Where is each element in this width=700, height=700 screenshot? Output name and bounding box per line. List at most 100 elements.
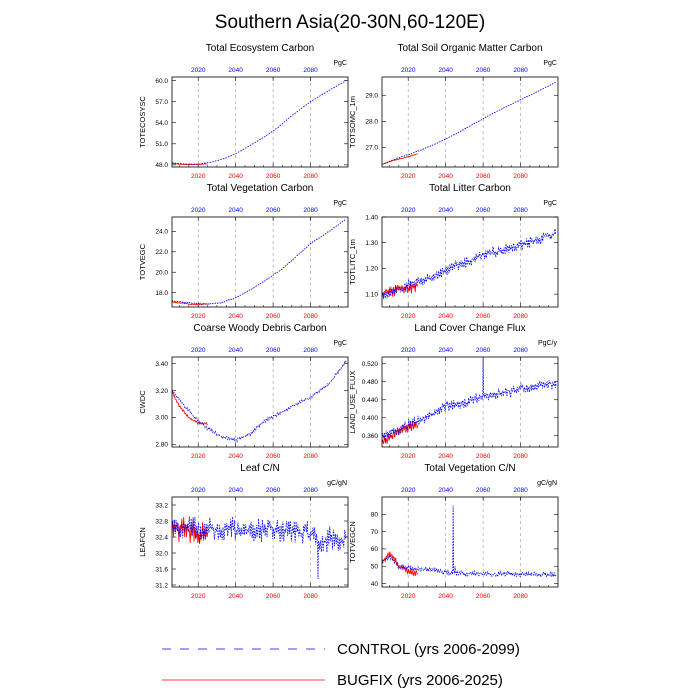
- y-tick-label: 3.00: [155, 415, 168, 422]
- panel-unit: PgC: [333, 200, 347, 207]
- y-tick-label: 31.2: [155, 582, 168, 589]
- x-tick-label-bottom: 2060: [476, 313, 491, 320]
- y-tick-label: 2.80: [155, 442, 168, 449]
- x-tick-label-top: 2040: [438, 67, 453, 74]
- x-tick-label-bottom: 2040: [228, 313, 243, 320]
- panel-unit: PgC/y: [538, 340, 558, 347]
- panel-ylabel: TOTLITC_1m: [348, 239, 357, 285]
- figure-title: Southern Asia(20-30N,60-120E): [215, 12, 485, 33]
- x-tick-label-top: 2040: [228, 487, 243, 494]
- y-tick-label: 24.0: [155, 229, 168, 236]
- x-tick-label-bottom: 2080: [513, 593, 528, 600]
- x-tick-label-bottom: 2020: [191, 173, 206, 180]
- x-tick-label-top: 2020: [191, 207, 206, 214]
- x-tick-label-bottom: 2020: [401, 453, 416, 460]
- panel-5: Coarse Woody Debris Carbon PgC CWDC 2020 202…: [138, 323, 349, 460]
- x-tick-label-top: 2020: [401, 207, 416, 214]
- panel-unit: PgC: [333, 60, 347, 67]
- x-tick-label-bottom: 2060: [476, 173, 491, 180]
- x-tick-label-bottom: 2080: [513, 313, 528, 320]
- x-tick-label-bottom: 2040: [438, 593, 453, 600]
- panel-unit: PgC: [333, 340, 347, 347]
- y-tick-label: 60.0: [155, 78, 168, 85]
- panels: Total Ecosystem Carbon PgC TOTECOSYSC 2020 2…: [138, 43, 559, 600]
- panel-ylabel: TOTVEGCN: [348, 521, 357, 563]
- control-series-line: [382, 505, 557, 579]
- y-tick-label: 40: [371, 581, 379, 588]
- x-tick-label-top: 2060: [266, 347, 281, 354]
- x-tick-label-top: 2060: [476, 347, 491, 354]
- panel-1: Total Ecosystem Carbon PgC TOTECOSYSC 2020 2…: [138, 43, 349, 180]
- panel-6: Land Cover Change Flux PgC/y LAND_USE_FLUX…: [348, 323, 559, 460]
- control-series-line: [172, 218, 347, 305]
- y-tick-label: 3.20: [155, 388, 168, 395]
- panel-4: Total Litter Carbon PgC TOTLITC_1m 2020 2020…: [348, 183, 559, 320]
- panel-title: Total Vegetation Carbon: [207, 183, 314, 194]
- x-tick-label-bottom: 2040: [438, 453, 453, 460]
- x-tick-label-bottom: 2020: [401, 593, 416, 600]
- panel-ylabel: LAND_USE_FLUX: [348, 371, 357, 434]
- x-tick-label-bottom: 2020: [191, 593, 206, 600]
- x-tick-label-top: 2020: [401, 67, 416, 74]
- x-tick-label-top: 2080: [303, 67, 318, 74]
- x-tick-label-top: 2080: [303, 207, 318, 214]
- y-tick-label: 20.0: [155, 270, 168, 277]
- panel-3: Total Vegetation Carbon PgC TOTVEGC 2020 202…: [138, 183, 349, 320]
- panel-ylabel: LEAFCN: [138, 527, 147, 557]
- x-tick-label-top: 2020: [191, 487, 206, 494]
- y-tick-label: 50: [371, 564, 379, 571]
- control-series-line: [382, 227, 557, 300]
- plot-frame: [381, 216, 559, 308]
- panel-unit: gC/gN: [537, 480, 557, 487]
- x-tick-label-top: 2040: [438, 347, 453, 354]
- panel-ylabel: CWDC: [138, 390, 147, 414]
- y-tick-label: 3.40: [155, 361, 168, 368]
- y-tick-label: 1.20: [365, 266, 378, 273]
- y-tick-label: 27.0: [365, 145, 378, 152]
- panel-title: Total Litter Carbon: [429, 183, 511, 194]
- x-tick-label-top: 2020: [401, 487, 416, 494]
- x-tick-label-top: 2040: [438, 207, 453, 214]
- panel-title: Total Soil Organic Matter Carbon: [397, 43, 542, 54]
- y-tick-label: 0.480: [362, 379, 379, 386]
- y-tick-label: 32.0: [155, 550, 168, 557]
- x-tick-label-top: 2020: [191, 347, 206, 354]
- x-tick-label-top: 2080: [513, 487, 528, 494]
- plot-frame: [381, 496, 559, 588]
- x-tick-label-top: 2020: [401, 347, 416, 354]
- x-tick-label-bottom: 2020: [401, 173, 416, 180]
- x-tick-label-bottom: 2080: [513, 173, 528, 180]
- panel-unit: gC/gN: [327, 480, 347, 487]
- x-tick-label-bottom: 2080: [303, 173, 318, 180]
- control-series-line: [172, 516, 347, 580]
- x-tick-label-top: 2040: [438, 487, 453, 494]
- x-tick-label-bottom: 2040: [228, 173, 243, 180]
- y-tick-label: 0.440: [362, 397, 379, 404]
- x-tick-label-top: 2080: [513, 67, 528, 74]
- panel-title: Coarse Woody Debris Carbon: [193, 323, 326, 334]
- bugfix-series-line: [382, 282, 418, 298]
- x-tick-label-bottom: 2020: [401, 313, 416, 320]
- y-tick-label: 60: [371, 546, 379, 553]
- x-tick-label-top: 2080: [303, 347, 318, 354]
- control-series-line: [382, 82, 557, 165]
- y-tick-label: 22.0: [155, 249, 168, 256]
- y-tick-label: 1.40: [365, 214, 378, 221]
- y-tick-label: 70: [371, 529, 379, 536]
- y-tick-label: 31.6: [155, 566, 168, 573]
- bugfix-series-line: [382, 551, 418, 577]
- plot-frame: [171, 216, 349, 308]
- x-tick-label-bottom: 2080: [303, 593, 318, 600]
- x-tick-label-top: 2040: [228, 67, 243, 74]
- x-tick-label-top: 2020: [191, 67, 206, 74]
- x-tick-label-bottom: 2060: [476, 593, 491, 600]
- x-tick-label-bottom: 2060: [266, 313, 281, 320]
- y-tick-label: 18.0: [155, 290, 168, 297]
- y-tick-label: 1.10: [365, 291, 378, 298]
- y-tick-label: 80: [371, 512, 379, 519]
- plot-frame: [171, 496, 349, 588]
- panel-title: Leaf C/N: [240, 463, 279, 474]
- x-tick-label-top: 2060: [266, 67, 281, 74]
